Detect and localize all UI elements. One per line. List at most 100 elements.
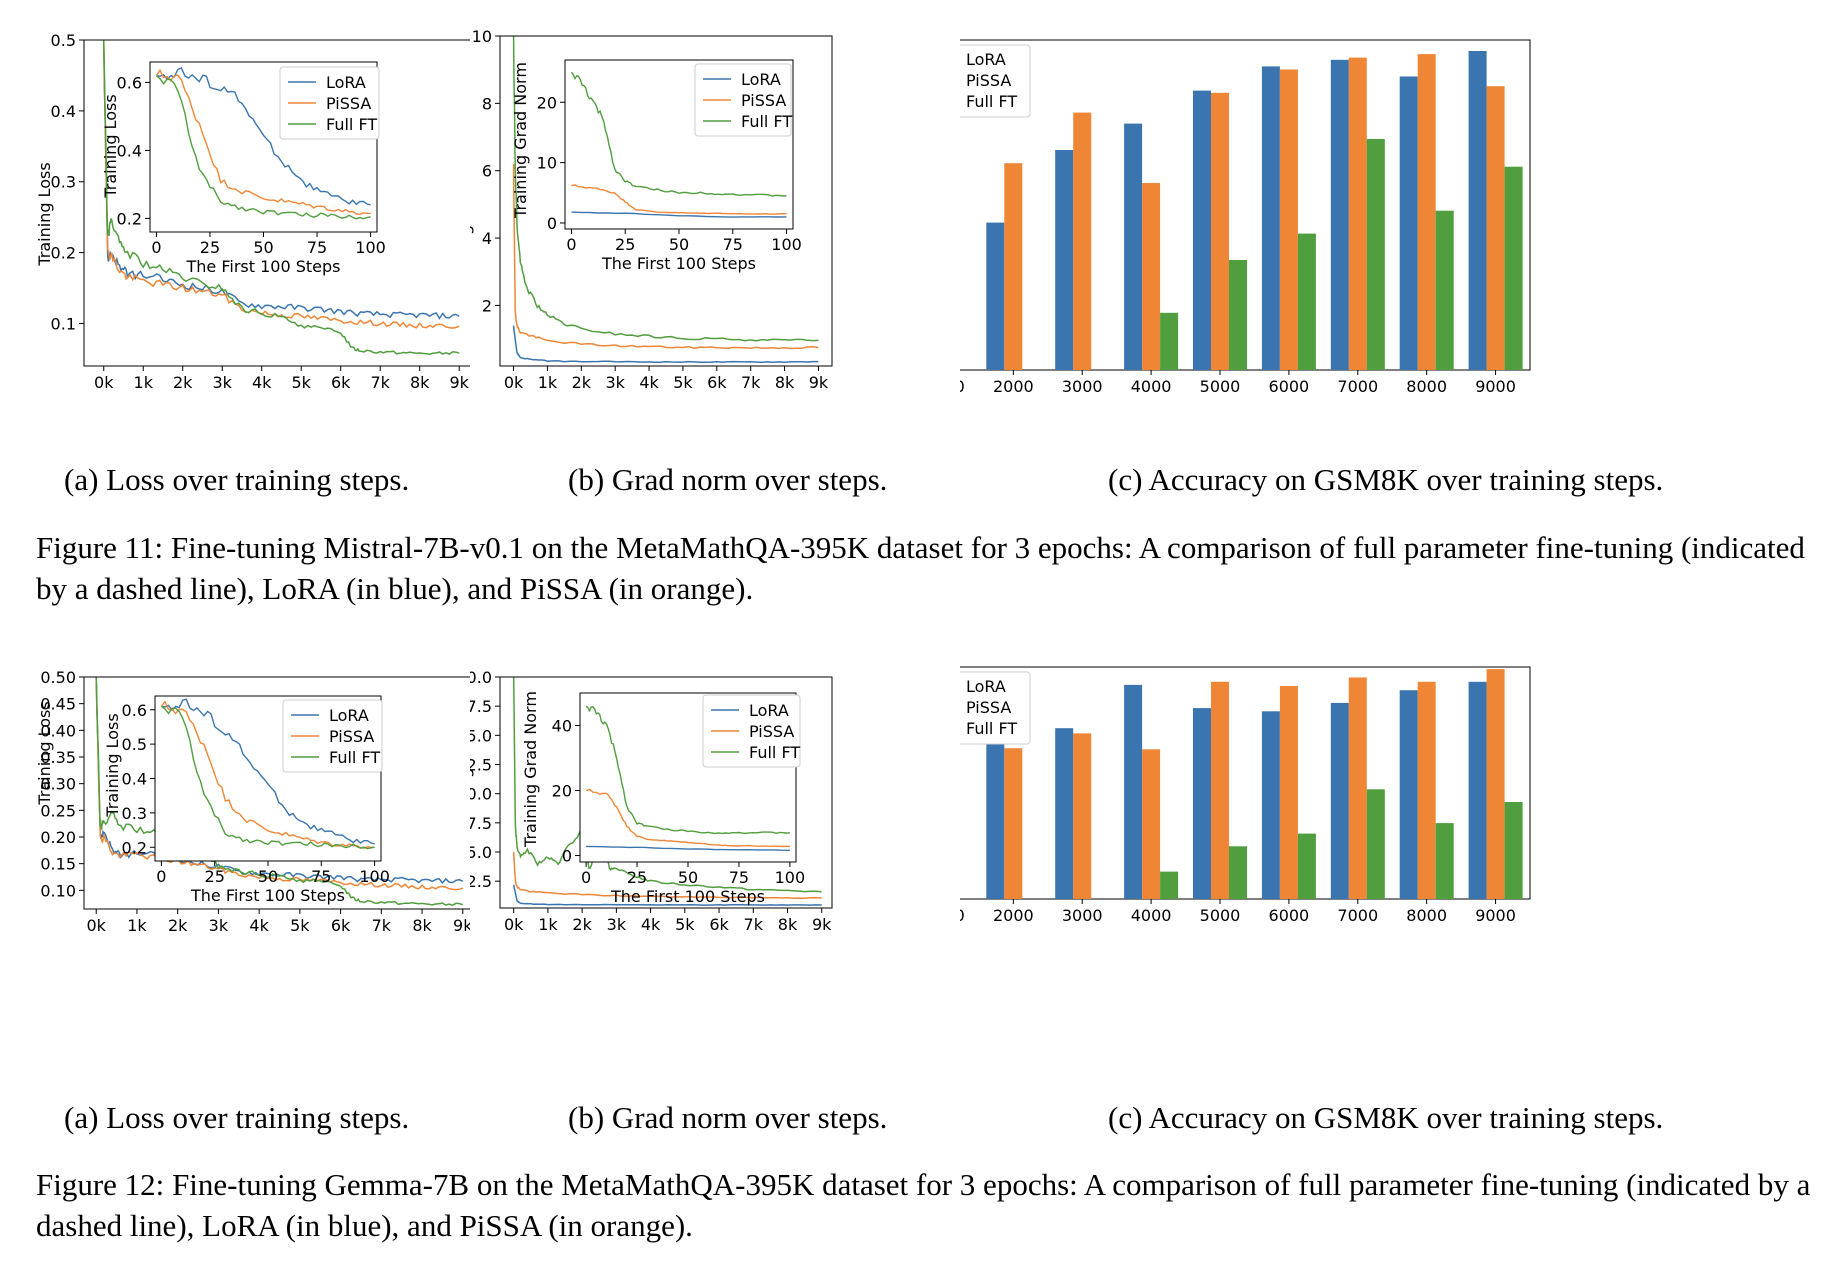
f12c-xtick-label: 2000 — [993, 906, 1034, 925]
f11b-xtick-label: 7k — [741, 373, 761, 392]
f12a-series-full — [95, 677, 464, 907]
fig12-subcaption-a: (a) Loss over training steps. — [64, 1100, 410, 1135]
f11a-xtick-label: 7k — [370, 373, 390, 392]
f11b-group: 0k 1k 2k 3k 4k 5k 6k 7k 8k 9k 2 4 6 8 10 Training Grad … — [470, 27, 833, 392]
f12a-ylabel: Training Loss — [35, 701, 54, 805]
f12b-ytick-label: 10.0 — [470, 785, 492, 804]
f12b-xtick-label: 0k — [504, 915, 524, 934]
f12c-bar-pissa — [1211, 681, 1229, 899]
f11b-inset-xtick-label: 75 — [723, 235, 743, 254]
f11b-ylabel: Training Grad Norm — [470, 132, 474, 289]
f11a-legend-label-pissa: PiSSA — [326, 94, 371, 113]
f11c-bar-lora — [1261, 66, 1280, 371]
f11c-bar-pissa — [1211, 92, 1229, 371]
f11a-inset-ytick-label: 0.6 — [117, 73, 142, 92]
f11c-xtick-label: 6000 — [1269, 377, 1310, 396]
f11b-ytick-label: 4 — [482, 229, 492, 248]
f12a-ytick-label: 0.45 — [40, 695, 76, 714]
f11c-bar-lora — [1330, 59, 1349, 371]
f12c-xtick-label: 6000 — [1269, 906, 1310, 925]
f11b-xtick-label: 3k — [605, 373, 625, 392]
f12b-inset-ytick-label: 40 — [552, 717, 572, 736]
f11b-legend-label-full: Full FT — [741, 112, 792, 131]
fig12-loss-chart: 0k 1k 2k 3k 4k 5k 6k 7k 8k 9k0.100.150.200.250.30… — [35, 668, 470, 935]
f11a-ytick-label: 0.5 — [51, 31, 76, 50]
f12a-inset-series-pissa — [160, 700, 375, 849]
f11c-bar-pissa — [1142, 183, 1161, 370]
f12a-inset-ytick-label: 0.2 — [122, 838, 147, 857]
f11c-bar-pissa — [1348, 57, 1367, 370]
f11c-bar-pissa — [1279, 69, 1298, 370]
fig12-subcaption-c: (c) Accuracy on GSM8K over training step… — [1108, 1100, 1664, 1135]
f12c-bar-pissa — [1004, 748, 1023, 899]
f12a-inset-ytick-label: 0.3 — [122, 804, 147, 823]
f12c-group: 1000200030004000500060007000800090007072… — [960, 666, 1531, 925]
f12a-ytick-label: 0.15 — [40, 855, 76, 874]
f11a-series-full — [102, 40, 460, 355]
f12b-xtick-label: 3k — [607, 915, 627, 934]
f12b-xtick-label: 8k — [778, 915, 798, 934]
f11b-xtick-label: 0k — [504, 373, 524, 392]
f12a-ytick-label: 0.30 — [40, 775, 76, 794]
f12b-ytick-label: 17.5 — [470, 697, 492, 716]
f12b-ytick-label: 2.5 — [470, 872, 492, 891]
f11c-xtick-label: 9000 — [1475, 377, 1516, 396]
f12a-group: 0k 1k 2k 3k 4k 5k 6k 7k 8k 9k0.100.150.200.250.30… — [35, 668, 470, 935]
f12c-legend-label-lora: LoRA — [966, 677, 1006, 696]
f11a-inset-ylabel: Training Loss — [101, 94, 120, 198]
f12c-xtick-label: 7000 — [1337, 906, 1378, 925]
f11a-ytick-label: 0.2 — [51, 244, 76, 263]
f11a-group: 0k 1k 2k 3k 4k 5k 6k 7k 8k 9k 0.1 0.2 0.3 0.4 0.5 Train… — [35, 31, 470, 392]
f11a-inset-ytick-label: 0.4 — [117, 141, 142, 160]
f11b-legend-label-pissa: PiSSA — [741, 91, 786, 110]
f11b-series-full — [512, 36, 819, 342]
f12b-xtick-label: 4k — [641, 915, 661, 934]
f11b-xtick-label: 9k — [809, 373, 829, 392]
f12c-bar-lora — [1193, 708, 1211, 899]
f11b-inset-plot — [570, 71, 787, 218]
f12a-xtick-label: 7k — [372, 916, 392, 935]
f12c-xtick-label: 5000 — [1200, 906, 1241, 925]
f11a-legend-box — [279, 66, 380, 140]
f12c-bar-lora — [1468, 681, 1487, 899]
f11a-inset-plot — [155, 66, 371, 220]
f12b-legend-label-pissa: PiSSA — [749, 722, 794, 741]
f11b-xtick-label: 1k — [538, 373, 558, 392]
f12b-inset-xtick-label: 75 — [729, 868, 749, 887]
fig12-accuracy-chart: 1000200030004000500060007000800090007072… — [960, 666, 1531, 925]
f12b-xtick-label: 9k — [812, 915, 832, 934]
f12b-inset-xtick-label: 25 — [627, 868, 647, 887]
f12a-ytick-label: 0.50 — [40, 668, 76, 687]
f12b-xtick-label: 5k — [675, 915, 695, 934]
f12a-plot — [95, 677, 464, 907]
fig11-subcaption-b: (b) Grad norm over steps. — [568, 462, 888, 497]
f12a-inset-xlabel: The First 100 Steps — [190, 886, 345, 905]
f11a-xtick-label: 8k — [410, 373, 430, 392]
f12a-xtick-label: 0k — [86, 916, 106, 935]
f12c-bar-pissa — [1348, 677, 1367, 899]
f12b-inset-xtick-label: 50 — [678, 868, 698, 887]
f12a-legend-box — [282, 699, 383, 773]
f12c-bar-full — [1366, 789, 1385, 899]
f12a-xtick-label: 1k — [127, 916, 147, 935]
f12b-axes-frame — [499, 676, 833, 909]
f12b-inset-ylabel: Training Grad Norm — [521, 691, 540, 848]
f12a-inset-xtick-label: 100 — [359, 867, 390, 886]
f12b-inset-xlabel: The First 100 Steps — [610, 887, 765, 906]
f12a-ytick-label: 0.10 — [40, 881, 76, 900]
f12b-xtick-label: 7k — [744, 915, 764, 934]
f12c-legend-label-full: Full FT — [966, 719, 1017, 738]
f11c-bar-pissa — [1073, 112, 1092, 370]
f12c-bar-full — [1160, 871, 1179, 899]
f11a-xtick-label: 9k — [449, 373, 469, 392]
figure11-caption-label: Figure 11: — [36, 530, 164, 565]
f12a-ytick-label: 0.25 — [40, 801, 76, 820]
f11c-bar-lora — [1399, 76, 1418, 370]
f12b-inset-plot — [585, 705, 790, 851]
f12c-xtick-label: 3000 — [1062, 906, 1103, 925]
f12b-xtick-label: 1k — [538, 915, 558, 934]
f11a-ytick-label: 0.4 — [51, 102, 76, 121]
f11b-inset-series-pissa — [571, 184, 787, 215]
